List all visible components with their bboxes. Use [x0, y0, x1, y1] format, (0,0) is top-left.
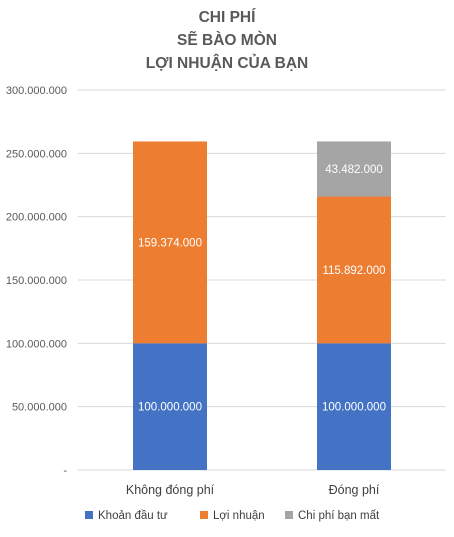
- x-category-label: Không đóng phí: [126, 483, 215, 497]
- legend-swatch: [200, 511, 208, 519]
- bar-segment: [133, 141, 207, 344]
- legend: Khoản đầu tư Lợi nhuận Chi phí bạn mất: [85, 510, 380, 522]
- bar-segment: [317, 196, 391, 344]
- y-tick-label: 150.000.000: [6, 275, 67, 287]
- legend-entry: Lợi nhuận: [213, 510, 265, 522]
- data-labels: 100.000.000 159.374.000 100.000.000 115.892…: [138, 164, 386, 414]
- legend-swatch: [85, 511, 93, 519]
- x-axis-category-labels: Không đóng phí Đóng phí: [126, 483, 380, 497]
- bar-segment: [317, 343, 391, 470]
- chart-title-line-3: LỢI NHUẬN CỦA BẠN: [146, 54, 308, 72]
- bar-segment: [133, 343, 207, 470]
- data-label: 115.892.000: [322, 265, 385, 277]
- data-label: 100.000.000: [322, 402, 386, 414]
- bar-segment: [317, 141, 391, 197]
- chart-title: CHI PHÍ SẼ BÀO MÒN LỢI NHUẬN CỦA BẠN: [146, 9, 308, 72]
- legend-entry: Chi phí bạn mất: [298, 510, 380, 522]
- chart-title-line-1: CHI PHÍ: [199, 9, 257, 26]
- legend-entry: Khoản đầu tư: [98, 510, 168, 522]
- x-category-label: Đóng phí: [329, 483, 380, 497]
- data-label: 159.374.000: [138, 237, 202, 249]
- chart-title-line-2: SẼ BÀO MÒN: [177, 31, 277, 49]
- y-axis-tick-labels: - 50.000.000 100.000.000 150.000.000 200.000…: [6, 85, 68, 477]
- bars: [133, 141, 391, 470]
- y-tick-label: 250.000.000: [6, 148, 67, 160]
- legend-swatch: [285, 511, 293, 519]
- data-label: 100.000.000: [138, 402, 202, 414]
- y-tick-label: 200.000.000: [6, 212, 67, 224]
- y-tick-label: 50.000.000: [12, 402, 67, 414]
- y-tick-label: -: [63, 465, 67, 477]
- y-tick-label: 100.000.000: [6, 338, 67, 350]
- y-tick-label: 300.000.000: [6, 85, 67, 97]
- data-label: 43.482.000: [325, 164, 383, 176]
